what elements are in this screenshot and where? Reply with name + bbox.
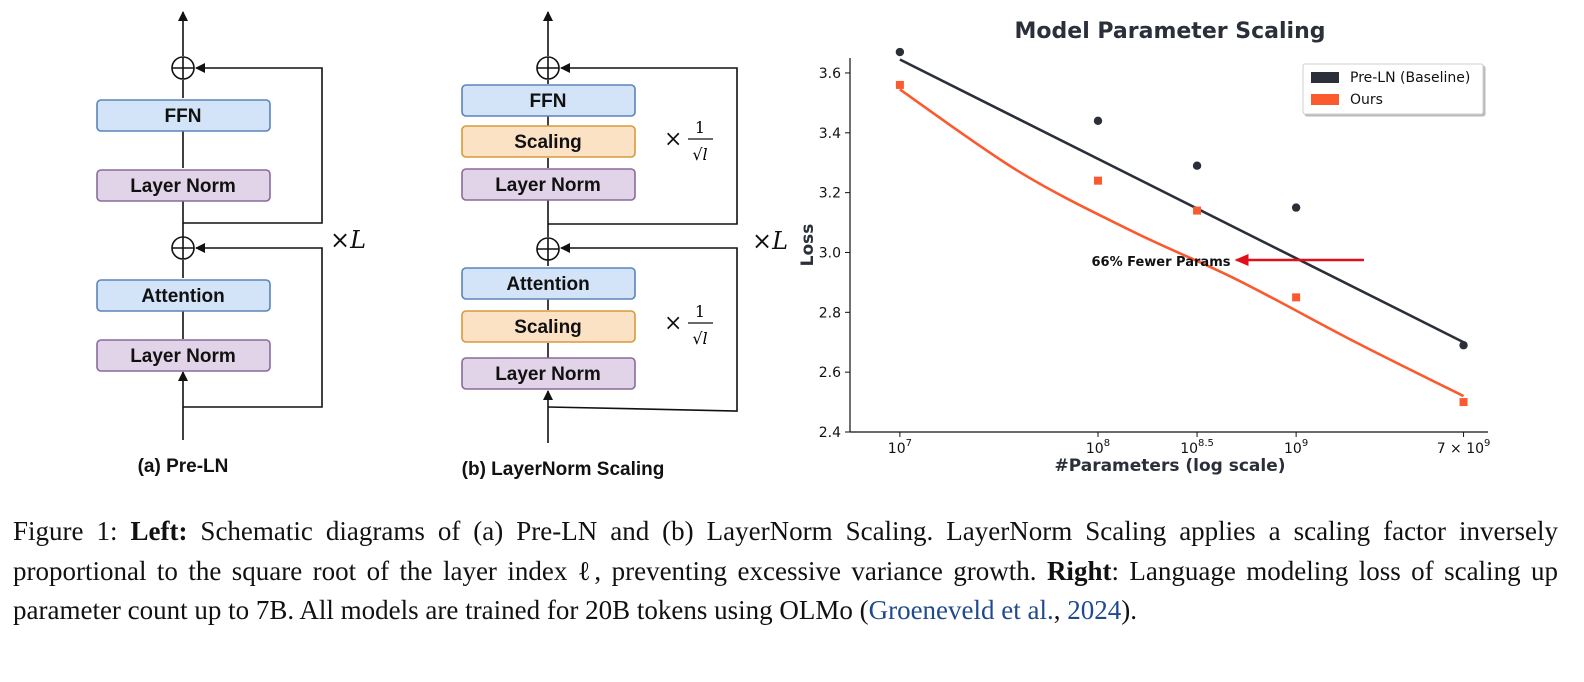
citation-link[interactable]: Groeneveld et al. bbox=[868, 595, 1054, 625]
box-scaling-1: Scaling bbox=[461, 125, 636, 158]
box-layer-norm-b1: Layer Norm bbox=[461, 168, 636, 201]
svg-text:Scaling: Scaling bbox=[514, 317, 582, 338]
box-ffn: FFN bbox=[96, 99, 271, 132]
fit-line-baseline bbox=[899, 58, 1465, 344]
svg-text:Layer Norm: Layer Norm bbox=[130, 176, 236, 197]
point-ours bbox=[1193, 206, 1202, 215]
fit-line-ours bbox=[899, 88, 1465, 398]
svg-text:×: × bbox=[664, 127, 682, 152]
x-tick-label: 108 bbox=[1086, 438, 1110, 457]
caption-right-label: Right bbox=[1046, 555, 1112, 586]
point-ours bbox=[895, 80, 904, 89]
x-tick-label: 109 bbox=[1284, 438, 1308, 457]
point-ours bbox=[1292, 293, 1301, 302]
caption-left-label: Left: bbox=[130, 516, 188, 546]
svg-text:√l: √l bbox=[692, 329, 707, 348]
box-attention-b: Attention bbox=[461, 267, 636, 300]
figure-caption: Figure 1: Left: Schematic diagrams of (a… bbox=[13, 512, 1558, 631]
add-node-upper-b bbox=[536, 56, 560, 80]
box-ffn-b: FFN bbox=[461, 84, 636, 117]
y-tick-label: 3.0 bbox=[819, 245, 841, 261]
svg-text:FFN: FFN bbox=[530, 91, 567, 112]
legend-swatch-ours bbox=[1311, 94, 1339, 105]
chart-annotation: 66% Fewer Params bbox=[1091, 253, 1364, 270]
chart-axes bbox=[849, 58, 1488, 433]
diagram-pre-ln bbox=[178, 11, 323, 440]
caption-prefix: Figure 1: bbox=[13, 516, 131, 546]
x-axis-label: #Parameters (log scale) bbox=[1054, 456, 1285, 476]
box-layer-norm-1: Layer Norm bbox=[96, 169, 271, 202]
add-node-lower-b bbox=[536, 237, 560, 261]
legend-label-baseline: Pre-LN (Baseline) bbox=[1350, 70, 1470, 86]
svg-text:1: 1 bbox=[695, 302, 705, 321]
y-tick-label: 2.8 bbox=[819, 305, 841, 321]
caption-cite-sep: , bbox=[1053, 595, 1068, 625]
figure-canvas: FFN Layer Norm Attention Layer Norm ×L (… bbox=[96, 11, 1490, 480]
chart-title: Model Parameter Scaling bbox=[1015, 19, 1326, 44]
point-baseline bbox=[1459, 341, 1468, 350]
annotation-text: 66% Fewer Params bbox=[1091, 255, 1230, 270]
legend-label-ours: Ours bbox=[1350, 92, 1383, 108]
caption-a: (a) Pre-LN bbox=[138, 456, 229, 477]
point-baseline bbox=[895, 47, 905, 57]
point-ours bbox=[1459, 398, 1468, 407]
point-baseline bbox=[1192, 161, 1202, 170]
caption-suffix: ). bbox=[1121, 595, 1137, 625]
chart-legend: Pre-LN (Baseline) Ours bbox=[1302, 63, 1484, 115]
legend-swatch-baseline bbox=[1311, 72, 1339, 83]
y-tick-label: 3.4 bbox=[819, 126, 841, 142]
y-tick-label: 3.2 bbox=[819, 186, 841, 202]
box-scaling-2: Scaling bbox=[461, 310, 636, 343]
svg-text:1: 1 bbox=[695, 118, 705, 137]
y-axis-label: Loss bbox=[798, 224, 818, 267]
caption-right-text: : Language modeling loss of scaling up p… bbox=[13, 555, 1559, 626]
scaling-chart: Model Parameter Scaling 2.4 2.6 2.8 3.0 3.2 3… bbox=[798, 19, 1490, 476]
y-tick-label: 2.6 bbox=[819, 365, 841, 381]
point-ours bbox=[1094, 176, 1103, 185]
box-layer-norm-b2: Layer Norm bbox=[461, 357, 636, 390]
svg-text:Layer Norm: Layer Norm bbox=[130, 346, 236, 367]
svg-text:√l: √l bbox=[692, 145, 707, 164]
chart-ticks: 2.4 2.6 2.8 3.0 3.2 3.4 3.6 107 108 108.5 109 7 × 1… bbox=[819, 66, 1491, 457]
chart-points bbox=[895, 47, 1468, 407]
svg-text:Attention: Attention bbox=[506, 274, 589, 295]
scale-factor-lower: × 1 √l bbox=[664, 302, 713, 348]
x-tick-label: 108.5 bbox=[1180, 438, 1214, 457]
point-baseline bbox=[1291, 203, 1301, 212]
box-attention: Attention bbox=[96, 279, 271, 312]
svg-text:Layer Norm: Layer Norm bbox=[495, 175, 601, 196]
chart-fit-lines bbox=[899, 58, 1465, 398]
y-tick-label: 2.4 bbox=[819, 425, 841, 441]
x-tick-label: 7 × 109 bbox=[1437, 438, 1491, 457]
svg-text:FFN: FFN bbox=[165, 106, 202, 127]
svg-text:Scaling: Scaling bbox=[514, 132, 582, 153]
scale-factor-upper: × 1 √l bbox=[664, 118, 713, 164]
caption-left-text: Schematic diagrams of (a) Pre-LN and (b)… bbox=[13, 516, 1558, 586]
repeat-label-b: ×L bbox=[752, 227, 788, 255]
diagram-layernorm-scaling bbox=[543, 11, 738, 443]
box-layer-norm-2: Layer Norm bbox=[96, 339, 271, 372]
repeat-label-a: ×L bbox=[330, 226, 366, 254]
svg-text:Attention: Attention bbox=[141, 286, 224, 307]
caption-b: (b) LayerNorm Scaling bbox=[462, 459, 665, 480]
y-tick-label: 3.6 bbox=[819, 66, 841, 82]
point-baseline bbox=[1093, 116, 1103, 126]
add-node-lower bbox=[171, 236, 195, 260]
add-node-upper bbox=[171, 56, 195, 80]
svg-text:×: × bbox=[664, 311, 682, 336]
citation-year-link[interactable]: 2024 bbox=[1067, 595, 1122, 625]
x-tick-label: 107 bbox=[888, 438, 912, 457]
svg-text:Layer Norm: Layer Norm bbox=[495, 364, 601, 385]
